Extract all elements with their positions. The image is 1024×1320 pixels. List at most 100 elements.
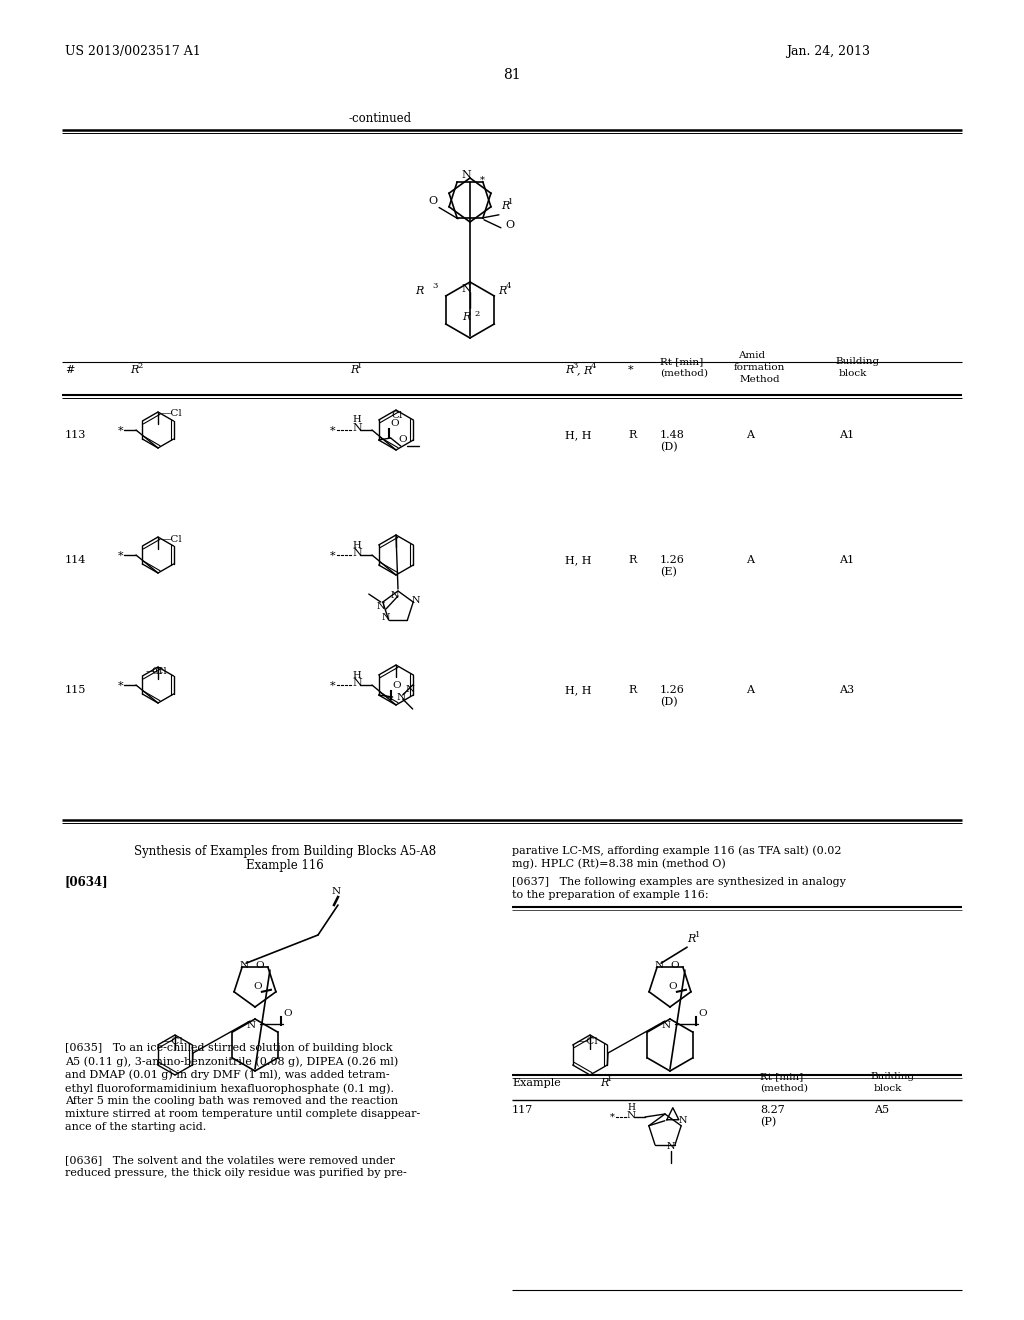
- Text: —Cl: —Cl: [577, 1036, 598, 1045]
- Text: [0635]   To an ice-chilled stirred solution of building block
A5 (0.11 g), 3-ami: [0635] To an ice-chilled stirred solutio…: [65, 1043, 420, 1133]
- Text: O: O: [254, 982, 262, 991]
- Text: *: *: [330, 681, 336, 690]
- Text: N: N: [662, 1020, 671, 1030]
- Text: H: H: [352, 540, 360, 549]
- Text: *: *: [610, 1113, 614, 1122]
- Text: 4: 4: [505, 282, 511, 290]
- Text: R: R: [462, 312, 470, 322]
- Text: N: N: [667, 1142, 675, 1151]
- Text: US 2013/0023517 A1: US 2013/0023517 A1: [65, 45, 201, 58]
- Text: N: N: [461, 170, 471, 180]
- Text: N: N: [352, 548, 361, 558]
- Text: *: *: [118, 681, 124, 690]
- Text: Cl: Cl: [152, 668, 163, 676]
- Text: A3: A3: [839, 685, 854, 696]
- Text: 3: 3: [433, 282, 438, 290]
- Text: 3: 3: [572, 362, 578, 370]
- Text: N: N: [377, 602, 385, 611]
- Text: N: N: [352, 422, 361, 433]
- Text: R: R: [499, 286, 507, 296]
- Text: O: O: [391, 420, 399, 429]
- Text: (E): (E): [660, 568, 677, 577]
- Text: R: R: [501, 201, 509, 211]
- Text: O: O: [669, 982, 677, 991]
- Text: [0634]: [0634]: [65, 875, 109, 888]
- Text: H: H: [627, 1104, 635, 1113]
- Text: Example 116: Example 116: [246, 859, 324, 873]
- Text: 8.27: 8.27: [760, 1105, 784, 1115]
- Text: block: block: [874, 1084, 902, 1093]
- Text: Building: Building: [835, 356, 880, 366]
- Text: 1: 1: [695, 931, 700, 940]
- Text: R: R: [628, 685, 636, 696]
- Text: formation: formation: [734, 363, 785, 372]
- Text: , R: , R: [577, 366, 592, 375]
- Text: R: R: [565, 366, 573, 375]
- Text: O: O: [398, 436, 408, 445]
- Text: #: #: [65, 366, 75, 375]
- Text: N: N: [654, 961, 664, 970]
- Text: 1.48: 1.48: [660, 430, 685, 440]
- Text: 1: 1: [357, 362, 362, 370]
- Text: —Cl: —Cl: [145, 668, 167, 676]
- Text: N: N: [627, 1111, 636, 1121]
- Text: 4: 4: [591, 362, 597, 370]
- Text: O: O: [671, 961, 679, 970]
- Text: 115: 115: [65, 685, 86, 696]
- Text: block: block: [839, 370, 867, 378]
- Text: —Cl: —Cl: [161, 535, 182, 544]
- Text: *: *: [118, 550, 124, 561]
- Text: parative LC-MS, affording example 116 (as TFA salt) (0.02
mg). HPLC (Rt)=8.38 mi: parative LC-MS, affording example 116 (a…: [512, 845, 842, 869]
- Text: O: O: [505, 220, 514, 230]
- Text: -continued: -continued: [348, 112, 412, 125]
- Text: Amid: Amid: [738, 351, 765, 360]
- Text: 2: 2: [137, 362, 142, 370]
- Text: *: *: [628, 366, 634, 375]
- Text: H: H: [352, 416, 360, 425]
- Text: R: R: [600, 1078, 608, 1088]
- Text: A5: A5: [874, 1105, 889, 1115]
- Text: O: O: [283, 1010, 292, 1019]
- Text: —Cl: —Cl: [162, 1036, 183, 1045]
- Text: *: *: [118, 426, 124, 436]
- Text: H, H: H, H: [565, 554, 592, 565]
- Text: (D): (D): [660, 697, 678, 708]
- Text: N: N: [461, 284, 471, 294]
- Text: H: H: [352, 671, 360, 680]
- Text: A1: A1: [839, 554, 854, 565]
- Text: 117: 117: [512, 1105, 534, 1115]
- Text: R: R: [416, 286, 424, 296]
- Text: (D): (D): [660, 442, 678, 453]
- Text: Example: Example: [512, 1078, 561, 1088]
- Text: R: R: [350, 366, 358, 375]
- Text: N: N: [240, 961, 249, 970]
- Text: *: *: [480, 176, 485, 185]
- Text: A1: A1: [839, 430, 854, 440]
- Text: 1.26: 1.26: [660, 554, 685, 565]
- Text: R: R: [130, 366, 138, 375]
- Text: N: N: [352, 678, 361, 688]
- Text: O: O: [256, 961, 264, 970]
- Text: 113: 113: [65, 430, 86, 440]
- Text: O: O: [698, 1010, 707, 1019]
- Text: 114: 114: [65, 554, 86, 565]
- Text: 81: 81: [503, 69, 521, 82]
- Text: N: N: [412, 595, 421, 605]
- Text: H, H: H, H: [565, 685, 592, 696]
- Text: O: O: [428, 195, 437, 206]
- Text: Building: Building: [870, 1072, 914, 1081]
- Text: A: A: [746, 554, 754, 565]
- Text: [0637]   The following examples are synthesized in analogy
to the preparation of: [0637] The following examples are synthe…: [512, 876, 846, 900]
- Text: 1.26: 1.26: [660, 685, 685, 696]
- Text: N: N: [247, 1020, 256, 1030]
- Text: N: N: [332, 887, 341, 896]
- Text: R: R: [628, 554, 636, 565]
- Text: A: A: [746, 430, 754, 440]
- Text: N: N: [679, 1117, 687, 1125]
- Text: 1: 1: [508, 198, 513, 206]
- Text: (method): (method): [760, 1084, 808, 1093]
- Text: N: N: [406, 685, 415, 694]
- Text: Rt [min]: Rt [min]: [660, 356, 703, 366]
- Text: Jan. 24, 2013: Jan. 24, 2013: [786, 45, 870, 58]
- Text: N: N: [381, 614, 390, 623]
